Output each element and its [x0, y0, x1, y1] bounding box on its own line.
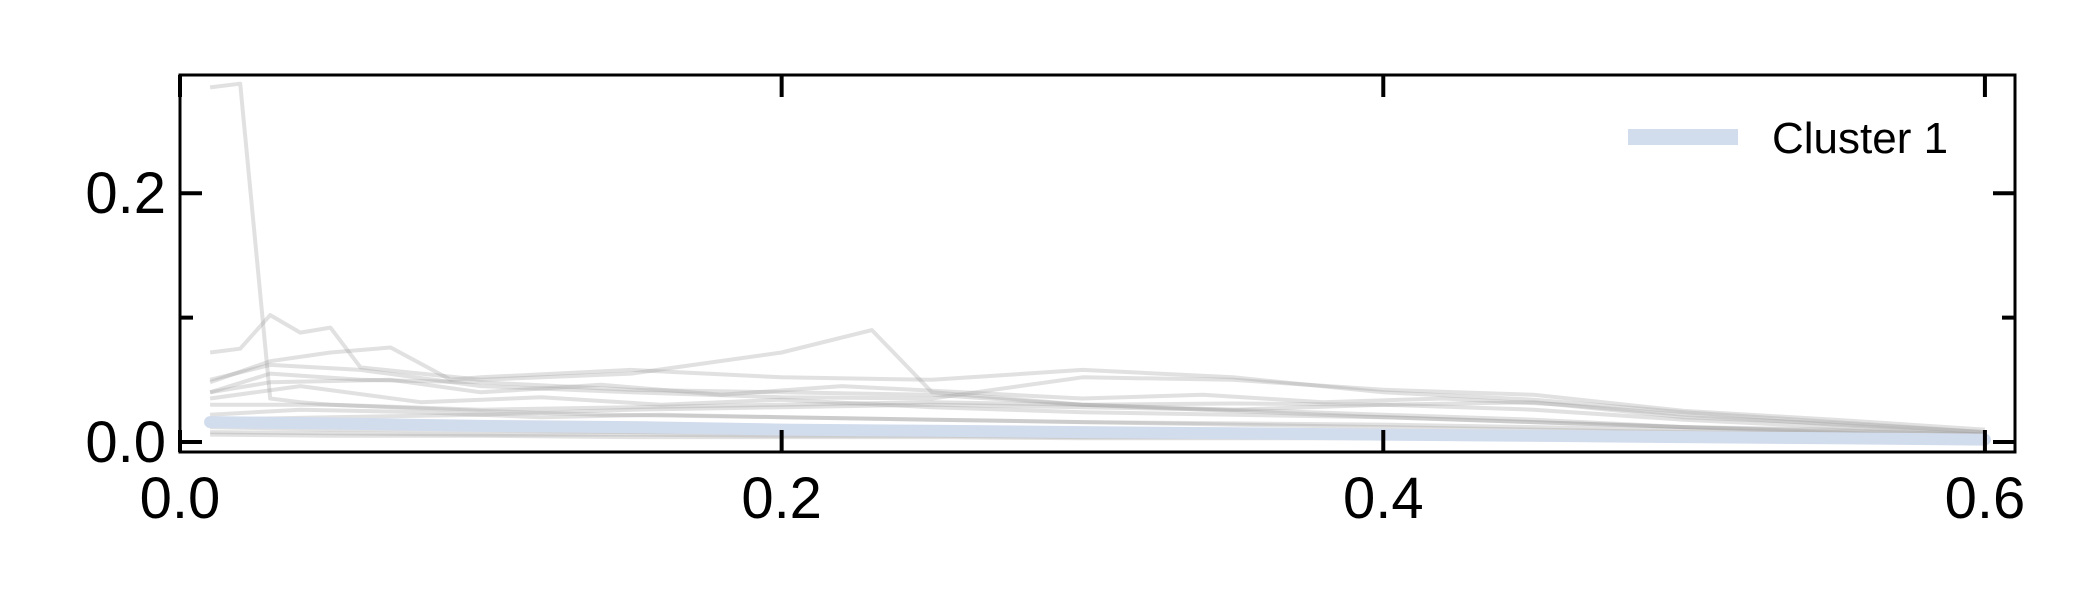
ticks-group	[178, 75, 2015, 452]
background-series-line-13	[210, 402, 1985, 440]
x-tick-label-0: 0.0	[140, 466, 221, 531]
cluster-series-line-1	[204, 416, 1991, 446]
x-tick-label-3: 0.6	[1945, 466, 2026, 531]
background-series-line-7	[209, 384, 1985, 438]
background-series-line-3	[209, 345, 1986, 435]
tick-labels-group: 0.0 0.2 0.4 0.6 0.0 0.2	[85, 161, 2025, 531]
x-tick-label-1: 0.2	[741, 466, 822, 531]
background-series-line-12	[209, 377, 1986, 436]
background-series-line-2	[209, 313, 1985, 437]
background-series-line-5	[209, 371, 1986, 435]
background-series-line-4	[209, 362, 1986, 432]
x-tick-label-2: 0.4	[1343, 466, 1424, 531]
background-series-line-8	[209, 407, 1985, 440]
legend: Cluster 1	[1628, 114, 1948, 163]
y-tick-label-1: 0.2	[85, 161, 166, 226]
cluster-series-group	[204, 416, 1991, 446]
plot-frame	[178, 73, 2017, 454]
legend-label-1: Cluster 1	[1772, 114, 1948, 163]
background-series-line-6	[210, 400, 1985, 437]
background-series-line-1	[209, 81, 1985, 438]
axes-group	[178, 73, 2017, 454]
y-tick-label-0: 0.0	[85, 410, 166, 475]
